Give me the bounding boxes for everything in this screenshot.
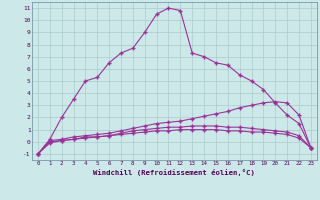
X-axis label: Windchill (Refroidissement éolien,°C): Windchill (Refroidissement éolien,°C) xyxy=(93,169,255,176)
